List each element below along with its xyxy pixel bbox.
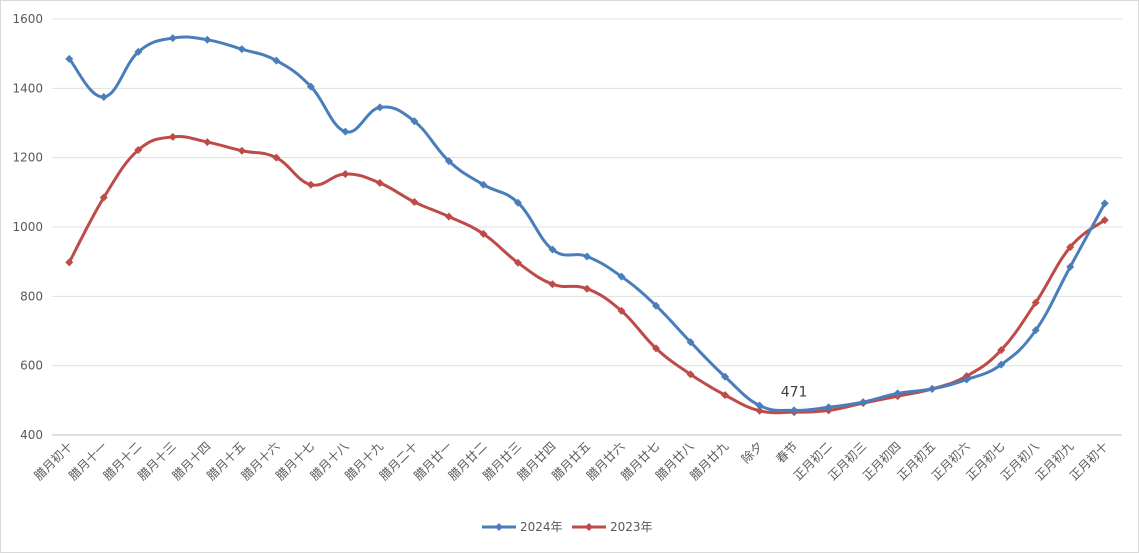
data-point xyxy=(134,47,143,56)
data-label: 471 xyxy=(781,384,808,400)
data-point xyxy=(686,370,695,379)
data-point xyxy=(237,45,246,54)
data-point xyxy=(513,258,522,267)
y-tick-label: 1400 xyxy=(12,81,43,95)
data-point xyxy=(652,344,661,353)
x-axis-ticks: 腊月初十腊月十一腊月十二腊月十三腊月十四腊月十五腊月十六腊月十七腊月十八腊月十九… xyxy=(32,439,1111,484)
y-tick-label: 600 xyxy=(20,359,43,373)
x-tick-label: 除夕 xyxy=(738,439,766,467)
y-tick-label: 800 xyxy=(20,289,43,303)
data-point xyxy=(203,35,212,44)
data-point xyxy=(1066,243,1075,252)
legend-marker xyxy=(495,523,503,531)
data-point xyxy=(444,157,453,166)
legend-marker xyxy=(585,523,593,531)
x-tick-label: 春节 xyxy=(773,439,800,466)
data-point xyxy=(721,372,730,381)
data-point xyxy=(893,389,902,398)
data-point xyxy=(272,56,281,65)
data-point xyxy=(583,284,591,293)
data-point xyxy=(548,245,557,254)
data-point xyxy=(617,306,626,315)
series-line xyxy=(67,135,1107,415)
data-point xyxy=(306,180,315,189)
data-point xyxy=(997,360,1006,369)
grid-lines xyxy=(52,18,1122,436)
data-point xyxy=(617,272,626,281)
data-point xyxy=(755,406,764,415)
data-point xyxy=(237,146,246,155)
data-point xyxy=(272,153,281,162)
series-2024年 xyxy=(65,34,1109,415)
y-tick-label: 400 xyxy=(20,428,43,442)
annotations: 471 xyxy=(781,384,808,400)
data-point xyxy=(928,384,937,393)
data-point xyxy=(1100,199,1109,208)
y-tick-label: 1600 xyxy=(12,12,43,26)
data-point xyxy=(375,103,384,112)
data-point xyxy=(444,212,453,221)
legend-item: 2024年 xyxy=(482,520,563,534)
x-tick-label: 腊月廿九 xyxy=(687,439,731,483)
data-point xyxy=(1066,262,1075,271)
data-point xyxy=(479,229,488,238)
data-point xyxy=(1031,298,1040,307)
series-2023年 xyxy=(65,132,1109,417)
data-point xyxy=(203,138,212,147)
legend-label: 2024年 xyxy=(520,520,563,534)
data-point xyxy=(686,338,695,347)
y-axis-ticks: 400 600 800 1000 1200 1400 1600 xyxy=(12,12,43,442)
data-point xyxy=(755,401,764,410)
y-tick-label: 1000 xyxy=(12,220,43,234)
data-point xyxy=(790,406,799,415)
data-point xyxy=(168,132,177,141)
y-tick-label: 1200 xyxy=(12,151,43,165)
data-point xyxy=(99,193,108,202)
legend-label: 2023年 xyxy=(610,520,653,534)
data-point xyxy=(513,198,522,207)
data-point xyxy=(859,398,868,407)
data-point xyxy=(652,301,661,310)
data-point xyxy=(721,391,730,400)
data-point xyxy=(410,198,419,207)
data-point xyxy=(99,93,108,101)
data-point xyxy=(1031,326,1040,335)
data-point xyxy=(341,127,350,136)
data-point xyxy=(65,54,74,63)
data-point xyxy=(824,403,833,412)
data-point xyxy=(962,375,971,384)
data-point xyxy=(1100,216,1109,225)
data-point xyxy=(306,82,315,91)
data-point xyxy=(583,252,591,261)
data-point xyxy=(168,34,177,43)
data-point xyxy=(997,346,1006,355)
data-point xyxy=(548,280,557,289)
x-tick-label: 正月初十 xyxy=(1067,439,1111,483)
legend: 2024年 2023年 xyxy=(482,520,653,534)
data-point xyxy=(341,169,350,178)
legend-item: 2023年 xyxy=(572,520,653,534)
data-point xyxy=(479,180,488,189)
series-lines xyxy=(65,34,1109,417)
series-line xyxy=(67,35,1107,412)
data-point xyxy=(410,117,419,126)
data-point xyxy=(65,258,74,267)
data-point xyxy=(134,146,143,155)
data-point xyxy=(375,178,384,187)
